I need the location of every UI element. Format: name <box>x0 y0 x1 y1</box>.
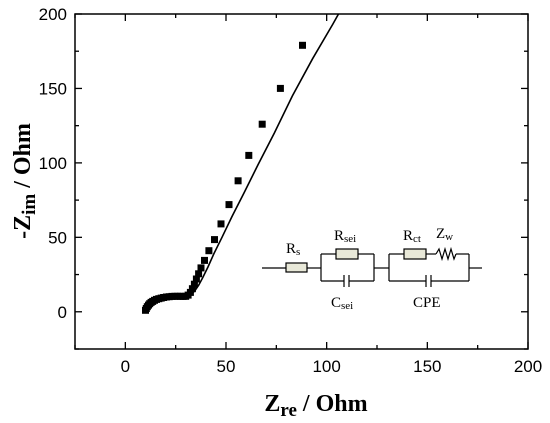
data-point <box>205 247 213 255</box>
y-tick-label: 200 <box>39 5 67 24</box>
data-point <box>195 270 203 278</box>
equivalent-circuit <box>262 246 482 287</box>
data-point <box>276 84 284 92</box>
y-tick-label: 100 <box>39 154 67 173</box>
plot-frame <box>74 13 529 350</box>
data-point <box>211 236 218 244</box>
data-point <box>188 285 196 293</box>
resistor-rs <box>285 262 308 273</box>
label-csei: Csei <box>331 295 353 312</box>
label-cpe: CPE <box>413 295 441 311</box>
label-zw: Zw <box>436 226 453 243</box>
data-point <box>186 288 194 296</box>
x-tick-labels: 0 50 100 150 200 <box>121 357 543 376</box>
data-point <box>192 275 200 283</box>
resistor-rct <box>403 248 427 260</box>
data-point <box>225 201 233 209</box>
x-tick-label: 200 <box>514 357 542 376</box>
axis-ticks <box>74 13 529 350</box>
y-tick-labels: 0 50 100 150 200 <box>39 5 67 322</box>
data-point <box>245 151 253 159</box>
label-rsei: Rsei <box>334 228 356 245</box>
y-axis-title: -Zim / Ohm <box>10 123 40 239</box>
data-markers <box>142 3 332 314</box>
data-point <box>299 41 306 49</box>
x-tick-label: 150 <box>413 357 441 376</box>
x-tick-label: 100 <box>312 357 340 376</box>
data-point <box>234 177 242 185</box>
label-rs: Rs <box>286 241 300 258</box>
warburg-element-zw <box>435 246 457 262</box>
data-point <box>217 220 225 228</box>
label-rct: Rct <box>403 228 421 245</box>
x-tick-label: 0 <box>121 357 130 376</box>
resistor-rsei <box>335 248 359 260</box>
y-tick-label: 50 <box>48 228 67 247</box>
data-point <box>325 3 332 10</box>
data-point <box>190 280 198 288</box>
data-point <box>258 120 266 128</box>
y-tick-label: 150 <box>39 79 67 98</box>
data-point <box>197 264 205 272</box>
x-tick-label: 50 <box>217 357 236 376</box>
x-axis-title: Zre / Ohm <box>264 391 367 421</box>
data-point <box>201 256 208 264</box>
y-tick-label: 0 <box>58 303 67 322</box>
